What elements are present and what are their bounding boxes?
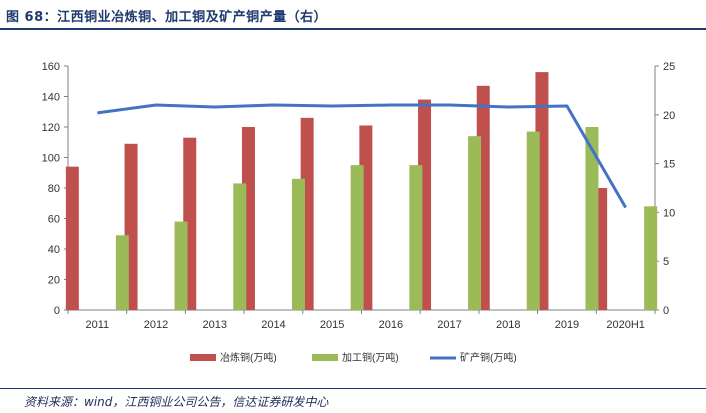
y-left-tick-label: 40 (48, 244, 60, 256)
legend-swatch (312, 354, 338, 361)
y-right-tick-label: 0 (663, 305, 669, 317)
figure-title: 图 68：江西铜业冶炼铜、加工铜及矿产铜产量（右） (6, 10, 328, 25)
bar-processed-copper (233, 183, 247, 310)
y-left-tick-label: 160 (42, 61, 60, 73)
y-left-tick-label: 100 (42, 153, 60, 165)
y-right-tick-label: 20 (663, 110, 675, 122)
line-mined-copper (97, 103, 627, 209)
x-tick-label: 2011 (86, 319, 110, 331)
x-tick-label: 2019 (555, 319, 579, 331)
y-left-tick-label: 140 (42, 92, 60, 104)
y-left-tick-label: 120 (42, 122, 60, 134)
legend-label: 加工铜(万吨) (342, 351, 399, 364)
y-left-tick-label: 0 (54, 305, 60, 317)
x-tick-label: 2020H1 (606, 319, 645, 331)
y-right-tick-label: 15 (663, 159, 675, 171)
title-rule (0, 28, 706, 30)
x-tick-label: 2014 (261, 319, 285, 331)
bar-processed-copper (468, 136, 482, 310)
bar-processed-copper (291, 178, 305, 310)
y-left-tick-label: 20 (48, 275, 60, 287)
bar-processed-copper (585, 127, 599, 310)
bar-processed-copper (644, 206, 658, 310)
bar-processed-copper (115, 235, 129, 310)
bar-processed-copper (174, 221, 188, 310)
y-left-tick-label: 80 (48, 183, 60, 195)
bar-smelted-copper (65, 166, 79, 310)
x-tick-label: 2012 (144, 319, 168, 331)
x-tick-label: 2015 (320, 319, 344, 331)
bar-processed-copper (526, 131, 540, 310)
x-tick-label: 2013 (203, 319, 227, 331)
source-rule (0, 388, 706, 389)
x-tick-label: 2016 (379, 319, 403, 331)
bar-processed-copper (409, 165, 423, 310)
bar-processed-copper (350, 165, 364, 310)
y-right-tick-label: 10 (663, 207, 675, 219)
legend-swatch (190, 354, 216, 361)
y-right-tick-label: 25 (663, 61, 675, 73)
y-left-tick-label: 60 (48, 214, 60, 226)
x-tick-label: 2017 (437, 319, 461, 331)
source-note: 资料来源：wind，江西铜业公司公告，信达证券研发中心 (24, 395, 329, 409)
y-right-tick-label: 5 (663, 256, 669, 268)
x-tick-label: 2018 (496, 319, 520, 331)
legend-label: 冶炼铜(万吨) (220, 351, 277, 364)
legend-label: 矿产铜(万吨) (460, 351, 517, 364)
